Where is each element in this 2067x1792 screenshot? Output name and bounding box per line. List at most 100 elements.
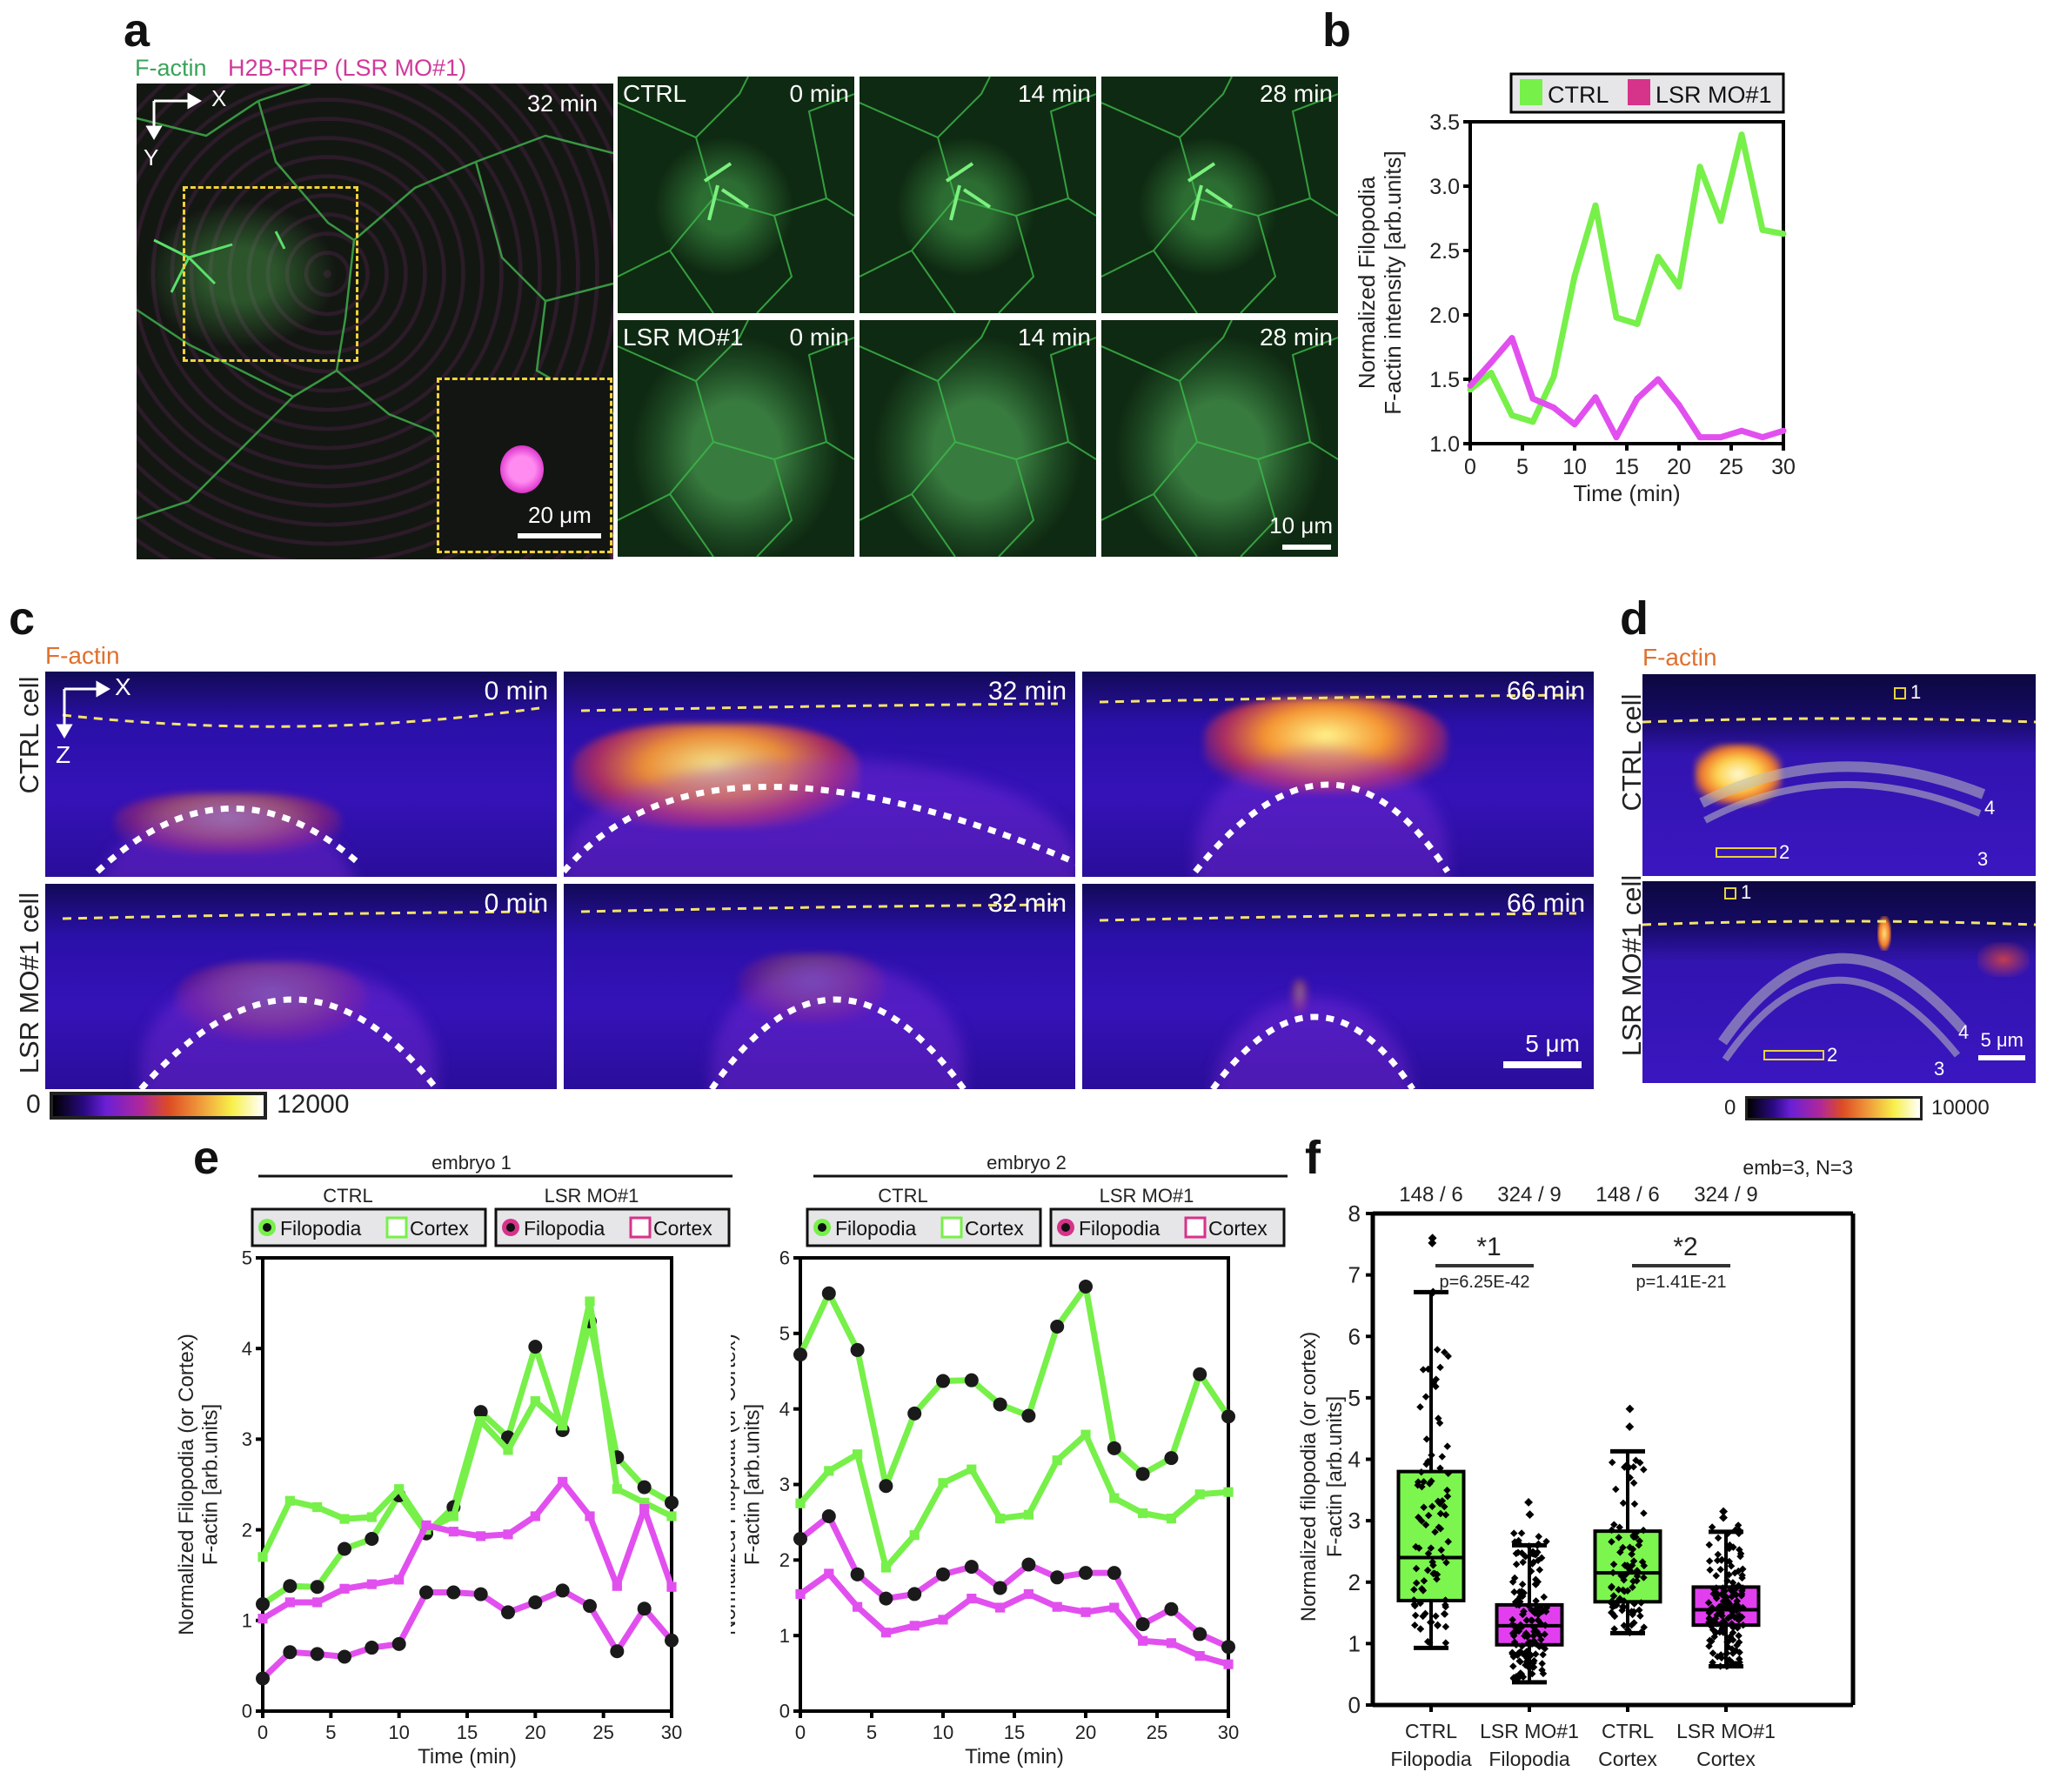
- data-point-ctrl-filopodia: [1444, 1538, 1453, 1546]
- data-point-ctrl-cortex: [1138, 1508, 1148, 1519]
- data-point-lsr-mo-1-cortex: [1739, 1565, 1747, 1573]
- data-point-lsr-mo-1-filopodia: [1534, 1616, 1542, 1624]
- data-point-lsr-mo-1-cortex: [824, 1568, 834, 1579]
- x-tick-label: 30: [661, 1722, 682, 1743]
- outlier-point-lsr-mo-1-filopodia: [1524, 1497, 1534, 1507]
- data-point-lsr-mo-1-cortex: [666, 1581, 677, 1592]
- data-point-ctrl-cortex: [1629, 1479, 1638, 1488]
- roi-label-4: 4: [1984, 797, 1995, 819]
- kymograph-lsr-1: 32 min: [564, 884, 1075, 1089]
- legend-label-filopodia: Filopodia: [1079, 1217, 1161, 1240]
- timestamp: 66 min: [1506, 677, 1585, 705]
- legend-label-filopodia: Filopodia: [835, 1217, 917, 1240]
- data-point-ctrl-filopodia: [1431, 1528, 1439, 1536]
- data-point-ctrl-cortex: [1633, 1567, 1642, 1575]
- surface-dashed-line: [1642, 717, 2036, 724]
- data-point-lsr-mo-1: [1738, 427, 1745, 434]
- data-point-ctrl: [1550, 373, 1557, 380]
- data-point-lsr-mo-1-filopodia: [365, 1641, 379, 1655]
- data-point-ctrl: [1592, 202, 1599, 209]
- data-point-lsr-mo-1-filopodia: [821, 1508, 836, 1523]
- data-point-lsr-mo-1-filopodia: [1515, 1595, 1522, 1603]
- roi-region-2: [1716, 847, 1776, 858]
- data-point-lsr-mo-1-cortex: [1713, 1611, 1722, 1619]
- panel-a-letter: a: [124, 4, 151, 57]
- data-point-ctrl-cortex: [448, 1511, 458, 1521]
- data-point-lsr-mo-1-filopodia: [1520, 1608, 1528, 1615]
- y-tick-label: 2: [779, 1549, 790, 1571]
- x-tick-label: 10: [1562, 455, 1587, 479]
- data-point-ctrl-filopodia: [1429, 1379, 1438, 1387]
- chart-b: CTRL LSR MO#1 1.0 1.5 2.0 2.5 3.0 3.5 0 5 10 15 20 25…: [1354, 72, 1796, 506]
- x-category-label-line2: Cortex: [1598, 1748, 1657, 1770]
- data-point-lsr-mo-1-cortex: [503, 1529, 513, 1540]
- data-point-ctrl: [1634, 320, 1641, 327]
- x-category-label-line1: LSR MO#1: [1480, 1720, 1579, 1742]
- legend-group-title: CTRL: [323, 1185, 372, 1207]
- x-tick-label: 5: [866, 1722, 877, 1743]
- micrograph-ctrl-2: 28 min: [1101, 77, 1338, 313]
- data-point-ctrl-cortex: [1612, 1485, 1620, 1494]
- x-tick-label: 25: [1147, 1722, 1167, 1743]
- timestamp: 32 min: [987, 889, 1067, 918]
- data-point-lsr-mo-1-cortex: [530, 1511, 540, 1521]
- data-point-lsr-mo-1-filopodia: [1508, 1615, 1516, 1624]
- data-point-lsr-mo-1-cortex: [1712, 1584, 1721, 1592]
- panel-d-letter: d: [1620, 592, 1649, 645]
- data-point-lsr-mo-1: [1529, 395, 1536, 402]
- data-point-lsr-mo-1-filopodia: [1535, 1540, 1542, 1548]
- data-point-ctrl-filopodia: [1421, 1609, 1429, 1618]
- cell-outline-dotted: [564, 784, 1075, 874]
- data-point-lsr-mo-1-cortex: [258, 1614, 268, 1624]
- data-point-ctrl-cortex: [1166, 1513, 1176, 1524]
- data-point-ctrl-cortex: [612, 1484, 622, 1494]
- cell-outline-dotted: [95, 806, 361, 874]
- data-point-ctrl-filopodia: [1443, 1442, 1451, 1450]
- data-point-ctrl-cortex: [1619, 1499, 1628, 1508]
- data-point-ctrl-filopodia: [1444, 1352, 1452, 1361]
- data-point-ctrl-filopodia: [1438, 1453, 1447, 1461]
- data-point-ctrl-filopodia: [1416, 1625, 1425, 1633]
- cell-border-lines: [1101, 320, 1338, 557]
- data-point-lsr-mo-1-filopodia: [1535, 1533, 1542, 1541]
- data-point-lsr-mo-1-cortex: [1714, 1534, 1722, 1542]
- data-point-ctrl-filopodia: [1428, 1558, 1436, 1566]
- legend-label-filopodia: Filopodia: [280, 1217, 362, 1240]
- data-point-lsr-mo-1: [1634, 395, 1641, 402]
- data-point-lsr-mo-1: [1717, 434, 1724, 441]
- data-point-ctrl-filopodia: [1442, 1639, 1450, 1647]
- outlier-point-ctrl-cortex: [1625, 1404, 1635, 1414]
- timestamp: 0 min: [484, 889, 548, 918]
- data-point-ctrl-filopodia: [1423, 1566, 1432, 1575]
- data-point-lsr-mo-1-filopodia: [1510, 1529, 1518, 1537]
- data-point-ctrl-cortex: [1615, 1523, 1623, 1531]
- fluorescence-signal: [1291, 980, 1308, 1014]
- kymograph-ctrl-2: 66 min: [1082, 672, 1594, 877]
- cell-border-lines: [1101, 77, 1338, 313]
- data-point-ctrl-filopodia: [793, 1347, 807, 1362]
- data-point-ctrl-filopodia: [964, 1373, 979, 1387]
- data-point-lsr-mo-1-cortex: [1709, 1605, 1716, 1614]
- data-point-lsr-mo-1-cortex: [1138, 1635, 1148, 1646]
- overview-image: X Y 32 min 20 μm: [137, 84, 613, 559]
- colorbar-d-max: 10000: [1931, 1096, 1990, 1120]
- data-point-lsr-mo-1-filopodia: [1526, 1638, 1534, 1647]
- channel-label-f-actin: F-actin: [135, 55, 207, 81]
- data-point-ctrl-filopodia: [1193, 1367, 1207, 1381]
- data-point-lsr-mo-1-cortex: [1712, 1572, 1720, 1580]
- surface-dashed-line: [580, 903, 1059, 913]
- data-point-lsr-mo-1-cortex: [1725, 1600, 1733, 1608]
- data-point-lsr-mo-1-cortex: [1712, 1594, 1721, 1602]
- data-point-ctrl-filopodia: [1021, 1408, 1036, 1423]
- data-point-ctrl-filopodia: [1107, 1441, 1121, 1455]
- data-point-lsr-mo-1-cortex: [938, 1615, 948, 1625]
- data-point-ctrl-cortex: [795, 1498, 806, 1508]
- data-point-lsr-mo-1-filopodia: [1540, 1593, 1549, 1601]
- data-point-ctrl-filopodia: [1426, 1618, 1435, 1627]
- y-tick-label: 5: [1348, 1385, 1361, 1411]
- filopodia-protrusion: [1187, 162, 1234, 221]
- data-point-ctrl-filopodia: [1415, 1514, 1422, 1521]
- x-category-label-line1: CTRL: [1405, 1720, 1457, 1742]
- data-point-lsr-mo-1-cortex: [1704, 1599, 1713, 1607]
- row-label-ctrl: CTRL: [623, 80, 687, 107]
